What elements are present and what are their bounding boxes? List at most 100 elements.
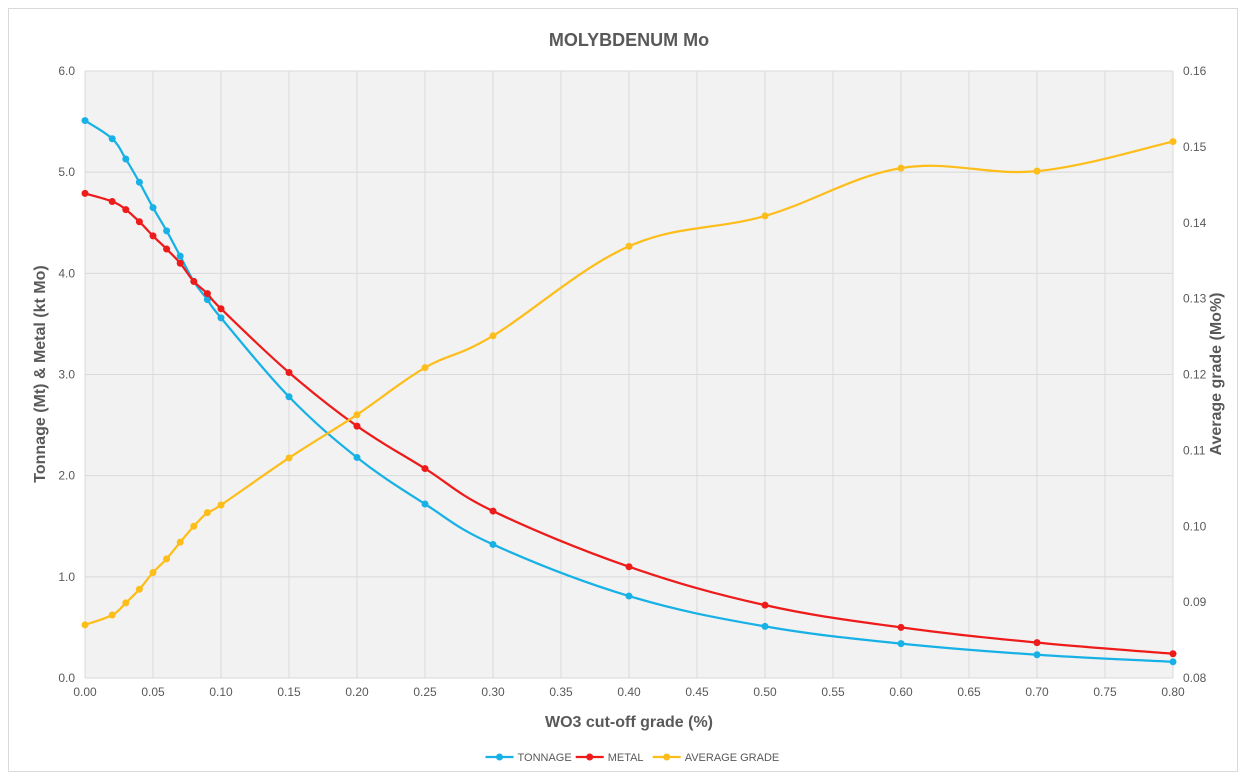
chart-frame: MOLYBDENUM Mo 0.00 0.05 0.10 0.15 0.20 0.25 0.… — [8, 8, 1238, 772]
data-point-tonnage — [761, 622, 769, 630]
data-point-average-grade — [353, 411, 361, 419]
legend-swatch-marker — [663, 753, 671, 761]
x-tick-labels: 0.00 0.05 0.10 0.15 0.20 0.25 0.30 0.35 0.40 0.45… — [73, 685, 1185, 699]
data-point-tonnage — [108, 135, 116, 143]
y-right-tick-label: 0.16 — [1183, 64, 1207, 78]
data-point-metal — [489, 507, 497, 515]
x-tick-label: 0.35 — [549, 685, 573, 699]
y-right-tick-label: 0.08 — [1183, 671, 1207, 685]
x-tick-label: 0.65 — [957, 685, 981, 699]
data-point-average-grade — [489, 332, 497, 340]
data-point-metal — [897, 623, 905, 631]
y-right-tick-label: 0.11 — [1183, 443, 1206, 457]
y-left-tick-labels: 0.0 1.0 2.0 3.0 4.0 5.0 6.0 — [58, 64, 75, 685]
legend-swatch-marker — [586, 753, 594, 761]
data-point-metal — [135, 218, 143, 226]
data-point-average-grade — [1033, 167, 1041, 175]
data-point-average-grade — [81, 621, 89, 629]
y-right-axis-title: Average grade (Mo%) — [1208, 293, 1225, 456]
y-right-tick-label: 0.09 — [1183, 595, 1207, 609]
data-point-tonnage — [897, 640, 905, 648]
data-point-average-grade — [217, 501, 225, 509]
data-point-average-grade — [135, 585, 143, 593]
data-point-tonnage — [1033, 651, 1041, 659]
legend-item-average-grade: AVERAGE GRADE — [652, 752, 780, 764]
data-point-tonnage — [203, 296, 211, 304]
chart-title: MOLYBDENUM Mo — [549, 30, 709, 50]
data-point-metal — [176, 259, 184, 267]
x-tick-label: 0.05 — [141, 685, 165, 699]
data-point-tonnage — [176, 252, 184, 260]
x-tick-label: 0.45 — [685, 685, 709, 699]
series-tonnage — [81, 117, 1177, 666]
x-tick-label: 0.50 — [753, 685, 777, 699]
x-tick-label: 0.25 — [413, 685, 437, 699]
data-point-tonnage — [353, 453, 361, 461]
data-point-metal — [122, 206, 130, 214]
x-tick-label: 0.30 — [481, 685, 505, 699]
data-point-average-grade — [122, 599, 130, 607]
legend-swatch-marker — [496, 753, 503, 761]
x-tick-label: 0.00 — [73, 685, 97, 699]
y-left-tick-label: 5.0 — [58, 165, 75, 179]
y-right-tick-labels: 0.08 0.09 0.10 0.11 0.12 0.13 0.14 0.15 0.16 — [1183, 64, 1207, 685]
y-left-tick-label: 4.0 — [58, 266, 75, 280]
data-point-tonnage — [285, 393, 293, 401]
data-point-average-grade — [203, 509, 211, 517]
data-point-metal — [421, 465, 429, 473]
data-point-metal — [81, 189, 89, 197]
data-point-average-grade — [190, 522, 198, 530]
data-point-tonnage — [421, 500, 429, 508]
legend-item-metal: METAL — [575, 752, 644, 764]
data-point-average-grade — [761, 212, 769, 220]
data-point-metal — [1033, 639, 1041, 647]
data-point-tonnage — [81, 117, 89, 125]
x-tick-label: 0.20 — [345, 685, 369, 699]
x-tick-label: 0.75 — [1093, 685, 1117, 699]
legend-label: METAL — [608, 752, 644, 764]
data-point-average-grade — [176, 538, 184, 546]
x-tick-label: 0.40 — [617, 685, 641, 699]
data-point-metal — [108, 198, 116, 206]
data-point-metal — [190, 277, 198, 285]
x-tick-label: 0.60 — [889, 685, 913, 699]
data-point-tonnage — [149, 204, 157, 212]
y-left-tick-label: 2.0 — [58, 469, 75, 483]
series-metal — [81, 189, 1177, 658]
data-point-tonnage — [122, 155, 130, 163]
data-point-average-grade — [1169, 138, 1177, 146]
data-point-metal — [625, 563, 633, 571]
data-point-average-grade — [149, 569, 157, 577]
data-point-tonnage — [489, 540, 497, 548]
data-point-metal — [149, 232, 157, 240]
chart-svg: MOLYBDENUM Mo 0.00 0.05 0.10 0.15 0.20 0.25 0.… — [32, 30, 1225, 764]
legend: TONNAGE METAL AVERAGE GRADE — [485, 752, 780, 764]
data-point-average-grade — [897, 164, 905, 172]
y-left-tick-label: 1.0 — [58, 570, 75, 584]
y-right-tick-label: 0.15 — [1183, 140, 1207, 154]
data-point-tonnage — [1169, 658, 1177, 666]
x-tick-label: 0.10 — [209, 685, 233, 699]
x-tick-label: 0.70 — [1025, 685, 1049, 699]
data-point-tonnage — [217, 314, 225, 322]
data-point-metal — [353, 422, 361, 430]
data-point-average-grade — [108, 611, 116, 619]
series-line-metal — [84, 192, 1174, 655]
data-point-average-grade — [163, 555, 171, 563]
data-point-tonnage — [625, 592, 633, 600]
data-point-average-grade — [625, 242, 633, 250]
legend-item-tonnage: TONNAGE — [485, 752, 572, 764]
y-left-tick-label: 6.0 — [58, 64, 75, 78]
legend-label: AVERAGE GRADE — [685, 752, 780, 764]
x-axis-title: WO3 cut-off grade (%) — [545, 714, 713, 731]
data-point-metal — [163, 245, 171, 253]
y-right-tick-label: 0.10 — [1183, 519, 1207, 533]
y-left-tick-label: 0.0 — [58, 671, 75, 685]
y-left-axis-title: Tonnage (Mt) & Metal (kt Mo) — [32, 265, 49, 482]
data-point-metal — [217, 305, 225, 313]
x-tick-label: 0.15 — [277, 685, 301, 699]
x-tick-label: 0.55 — [821, 685, 845, 699]
y-right-tick-label: 0.13 — [1183, 292, 1207, 306]
y-right-tick-label: 0.12 — [1183, 368, 1207, 382]
y-left-tick-label: 3.0 — [58, 368, 75, 382]
